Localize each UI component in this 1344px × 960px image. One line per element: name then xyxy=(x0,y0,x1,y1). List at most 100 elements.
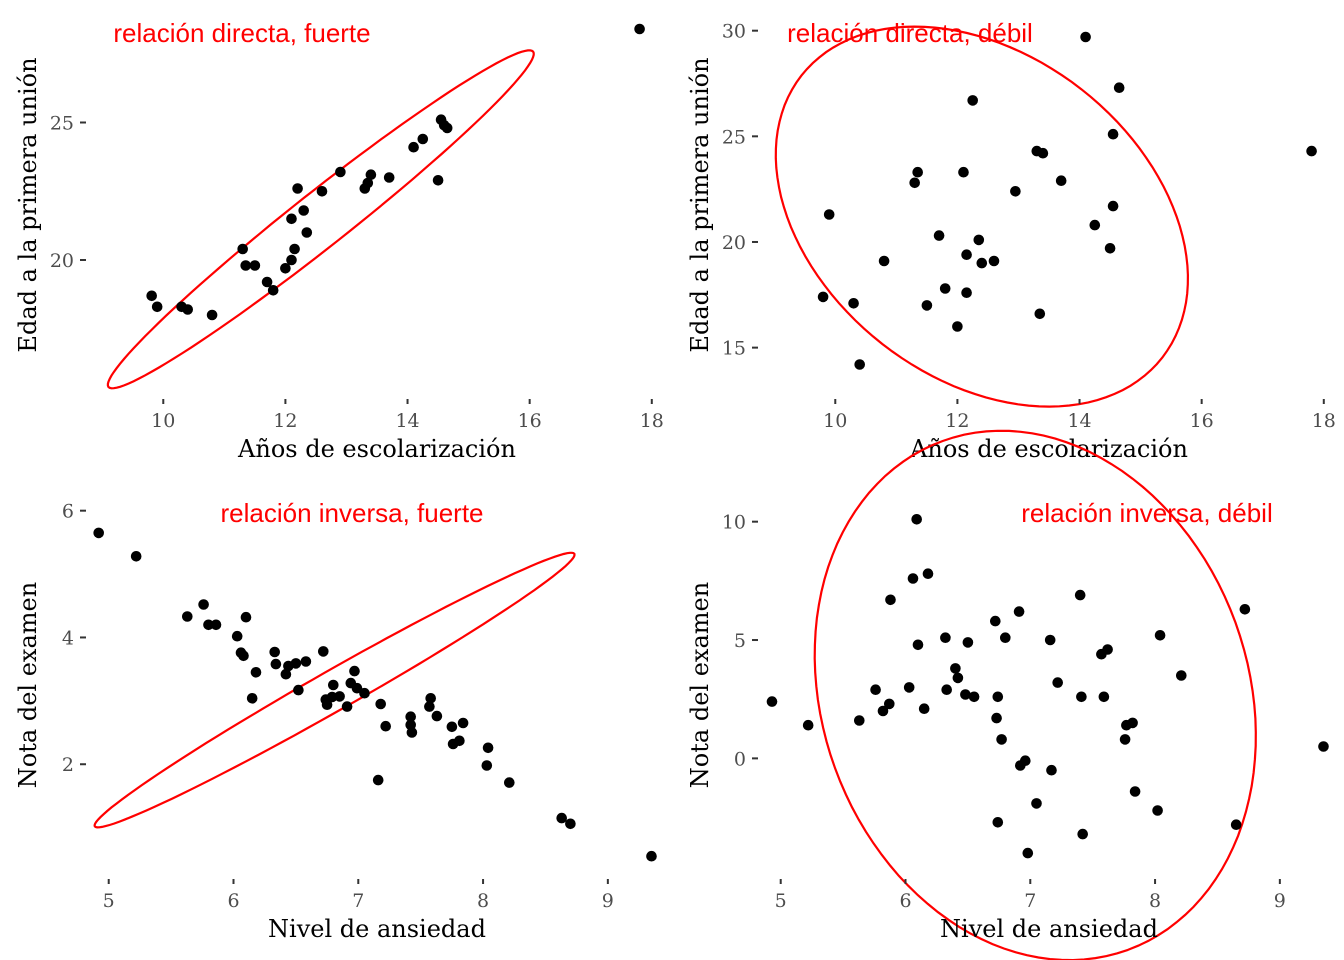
data-point xyxy=(1318,741,1329,752)
data-point xyxy=(1129,786,1141,797)
y-tick-label: 20 xyxy=(722,232,746,254)
data-point xyxy=(246,693,258,704)
data-point xyxy=(1127,717,1138,729)
x-tick-label: 7 xyxy=(352,890,364,912)
data-point xyxy=(848,298,859,309)
x-axis-title: Nivel de ansiedad xyxy=(940,915,1158,943)
relationship-annotation: relación inversa, fuerte xyxy=(220,498,483,528)
data-point xyxy=(454,735,465,747)
data-point xyxy=(933,230,945,241)
x-axis-title: Nivel de ansiedad xyxy=(268,915,486,943)
y-tick-label: 15 xyxy=(722,338,746,360)
data-point xyxy=(1102,644,1113,655)
data-point xyxy=(1113,82,1125,93)
confidence-ellipse xyxy=(106,49,535,390)
relationship-annotation: relación inversa, débil xyxy=(1021,498,1272,528)
data-point xyxy=(365,169,377,180)
data-point xyxy=(992,817,1004,828)
y-axis-title: Nota del examen xyxy=(14,582,42,788)
data-point xyxy=(958,166,969,178)
data-point xyxy=(249,260,261,271)
data-point xyxy=(1052,677,1063,688)
data-point xyxy=(646,850,657,862)
data-point xyxy=(349,665,360,677)
x-tick-label: 16 xyxy=(518,410,542,432)
x-tick-label: 6 xyxy=(227,890,239,912)
x-tick-label: 16 xyxy=(1190,410,1214,432)
x-tick-label: 14 xyxy=(1067,410,1091,432)
data-point xyxy=(973,234,985,246)
data-point xyxy=(237,243,248,255)
data-point xyxy=(1306,145,1317,157)
data-point xyxy=(408,141,419,153)
data-point xyxy=(907,573,919,584)
x-axis-title: Años de escolarización xyxy=(909,435,1188,463)
data-point xyxy=(556,812,567,824)
data-point xyxy=(996,734,1007,745)
y-tick-label: 30 xyxy=(722,21,746,43)
data-point xyxy=(992,691,1004,703)
data-point xyxy=(1230,819,1242,830)
data-point xyxy=(318,646,329,657)
data-point xyxy=(280,263,291,274)
data-point xyxy=(802,719,814,731)
x-tick-label: 10 xyxy=(151,410,175,432)
y-tick-label: 20 xyxy=(50,250,74,272)
data-point xyxy=(960,689,971,700)
data-point xyxy=(952,321,963,332)
y-tick-label: 0 xyxy=(734,748,746,770)
panel-ansiedad-fuerte: 5 6 7 8 9 2 4 6 Nivel de ansiedad Nota del examen… xyxy=(14,498,657,943)
data-point xyxy=(372,774,384,786)
data-point xyxy=(334,691,345,702)
y-tick-label: 2 xyxy=(62,754,74,776)
data-point xyxy=(766,696,778,707)
y-tick-label: 4 xyxy=(62,627,74,649)
confidence-ellipse xyxy=(813,429,1257,960)
data-point xyxy=(300,656,312,667)
data-point xyxy=(962,637,974,648)
data-point xyxy=(877,705,889,717)
data-point xyxy=(1031,798,1042,809)
data-point xyxy=(950,663,961,674)
data-point xyxy=(375,698,387,710)
data-point xyxy=(961,249,972,260)
data-point xyxy=(912,166,923,178)
data-point xyxy=(293,684,304,696)
confidence-ellipse xyxy=(774,25,1190,408)
data-point xyxy=(210,619,222,631)
data-point xyxy=(362,177,374,189)
data-point xyxy=(1089,219,1101,231)
data-point xyxy=(182,304,193,315)
data-point xyxy=(1034,308,1046,320)
data-point xyxy=(1010,186,1021,197)
panel-ansiedad-debil: 5 6 7 8 9 0 5 10 Nivel de ansiedad Nota del exame… xyxy=(686,429,1329,960)
data-point xyxy=(1044,634,1056,646)
data-point xyxy=(1080,31,1091,43)
data-point xyxy=(991,712,1002,724)
data-point xyxy=(870,684,881,695)
data-point xyxy=(261,276,273,288)
x-tick-label: 18 xyxy=(640,410,664,432)
data-point xyxy=(1152,805,1163,816)
data-point xyxy=(1154,630,1166,641)
y-tick-label: 6 xyxy=(62,501,74,523)
y-tick-label: 25 xyxy=(722,126,746,148)
data-point xyxy=(909,177,920,189)
data-point xyxy=(1000,632,1011,643)
data-point xyxy=(351,682,363,694)
data-point xyxy=(231,630,243,642)
data-point xyxy=(1037,147,1049,159)
data-point xyxy=(290,658,302,669)
data-point xyxy=(289,243,300,255)
data-point xyxy=(565,818,576,830)
data-point xyxy=(1046,764,1057,776)
data-point xyxy=(405,711,417,722)
data-point xyxy=(182,611,193,622)
data-point xyxy=(286,213,297,225)
data-point xyxy=(146,290,157,302)
data-point xyxy=(198,599,209,610)
data-point xyxy=(941,684,952,695)
relationship-annotation: relación directa, fuerte xyxy=(113,18,370,48)
x-tick-label: 9 xyxy=(602,890,614,912)
